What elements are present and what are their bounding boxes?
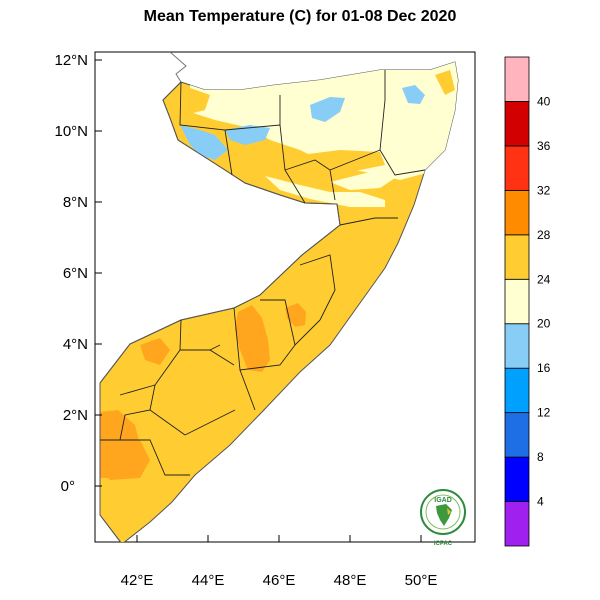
region-16-20-east — [402, 85, 425, 104]
colorbar-swatch — [504, 189, 530, 236]
colorbar-label: 12 — [537, 406, 551, 420]
region-28-32-east — [285, 303, 306, 327]
region-28-32-southwest — [100, 440, 150, 480]
colorbar-label: 28 — [537, 228, 551, 242]
lat-label-4n: 4°N — [63, 336, 88, 353]
colorbar-label: 8 — [537, 450, 544, 464]
lon-label-50e: 50°E — [405, 572, 438, 589]
region-28-32-west — [140, 338, 170, 365]
lat-label-6n: 6°N — [63, 265, 88, 282]
colorbar-label: 16 — [537, 361, 551, 375]
colorbar-swatch — [504, 501, 530, 547]
lon-label-42e: 42°E — [121, 572, 154, 589]
admin-boundaries — [100, 70, 426, 476]
colorbar-label: 36 — [537, 139, 551, 153]
lat-label-0: 0° — [61, 478, 75, 495]
colorbar-swatch — [504, 412, 530, 458]
colorbar-label: 40 — [537, 94, 551, 108]
colorbar-swatch — [504, 456, 530, 502]
neighbor-border-djibouti — [169, 52, 187, 83]
colorbar-swatch — [504, 101, 530, 147]
map-title: Mean Temperature (C) for 01-08 Dec 2020 — [143, 8, 457, 25]
colorbar-swatch — [504, 234, 530, 280]
colorbar-label: 20 — [537, 317, 551, 331]
colorbar-swatch — [504, 278, 530, 325]
colorbar-label: 24 — [537, 272, 551, 286]
colorbar: 4 8 12 16 20 24 28 32 36 40 — [504, 56, 551, 547]
region-16-20-north — [310, 97, 345, 122]
region-28-32-center — [235, 305, 270, 372]
lon-label-44e: 44°E — [192, 572, 225, 589]
region-24-28-ne — [435, 70, 455, 95]
lat-label-8n: 8°N — [63, 194, 88, 211]
colorbar-swatch — [504, 323, 530, 369]
colorbar-label: 4 — [537, 495, 544, 509]
region-24-28-mid — [300, 150, 385, 178]
colorbar-swatch — [504, 145, 530, 191]
lat-label-10n: 10°N — [54, 123, 88, 140]
neighbor-border-kenya — [99, 383, 122, 542]
svg-text:IGAD: IGAD — [434, 497, 452, 504]
region-16-20-center — [225, 125, 270, 145]
svg-text:ICPAC: ICPAC — [434, 541, 453, 547]
colorbar-swatch — [504, 367, 530, 414]
igad-icpac-logo: IGAD ICPAC — [420, 489, 466, 547]
colorbar-label: 32 — [537, 183, 551, 197]
lat-label-12n: 12°N — [54, 52, 88, 69]
region-16-20-west — [180, 125, 228, 160]
colorbar-swatch — [504, 56, 530, 102]
region-20-24-northeast — [330, 172, 395, 190]
lat-label-2n: 2°N — [63, 407, 88, 424]
axis-ticks — [95, 59, 422, 542]
lon-label-46e: 46°E — [263, 572, 296, 589]
region-20-24-band — [265, 176, 385, 207]
lon-label-48e: 48°E — [334, 572, 367, 589]
